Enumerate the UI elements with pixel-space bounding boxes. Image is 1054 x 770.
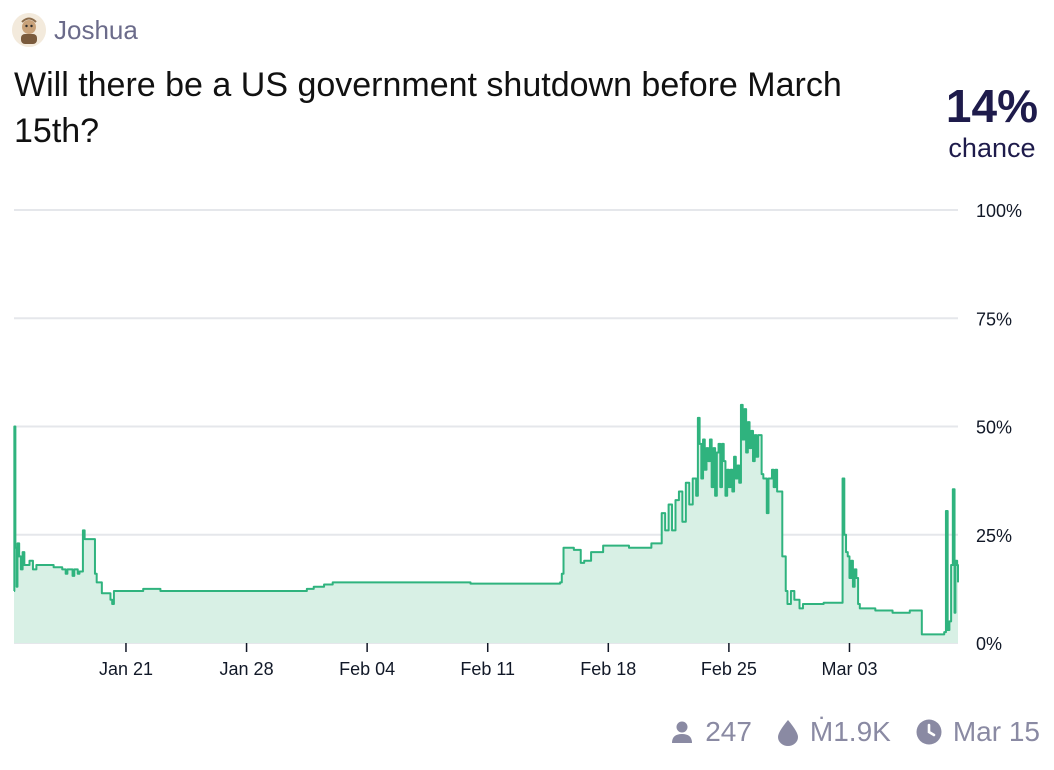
x-tick-label: Feb 18 (580, 659, 636, 679)
close-date-stat[interactable]: Mar 15 (915, 716, 1040, 748)
author[interactable]: Joshua (12, 10, 138, 50)
author-name[interactable]: Joshua (54, 14, 138, 45)
probability-area (14, 404, 958, 643)
x-tick-label: Feb 25 (701, 659, 757, 679)
x-tick-label: Feb 11 (460, 659, 515, 679)
close-date: Mar 15 (952, 716, 1040, 747)
x-tick-label: Mar 03 (821, 659, 877, 679)
y-tick-label: 75% (976, 309, 1012, 329)
probability-value: 14% (945, 80, 1038, 132)
clock-icon (916, 719, 942, 745)
x-tick-label: Jan 28 (220, 659, 274, 679)
traders-stat[interactable]: 247 (669, 716, 752, 748)
market-stats: 247 Ṁ1.9K Mar 15 (669, 716, 1040, 748)
droplet-icon (777, 720, 798, 746)
x-tick-label: Jan 21 (99, 659, 153, 679)
y-tick-label: 25% (976, 526, 1012, 546)
y-axis: 0% 25% 50% 75% 100% (976, 201, 1022, 654)
market-title[interactable]: Will there be a US government shutdown b… (14, 66, 842, 150)
x-axis: Jan 21 Jan 28 Feb 04 Feb 11 Feb 18 Feb 25 Mar … (99, 643, 877, 679)
volume-stat[interactable]: Ṁ1.9K (776, 716, 891, 748)
avatar[interactable] (12, 13, 46, 47)
y-tick-label: 0% (976, 634, 1002, 654)
probability: 14% chance (946, 80, 1038, 164)
volume-amount: Ṁ1.9K (809, 716, 891, 747)
user-icon (672, 721, 693, 743)
avatar-icon (12, 13, 46, 47)
grid-lines (14, 209, 958, 644)
probability-line (13, 403, 959, 636)
y-tick-label: 50% (976, 418, 1012, 438)
traders-count: 247 (705, 716, 752, 747)
probability-chart[interactable]: Jan 21 Jan 28 Feb 04 Feb 11 Feb 18 Feb 25 Mar … (0, 190, 1054, 690)
x-tick-label: Feb 04 (339, 659, 395, 679)
y-tick-label: 100% (976, 201, 1022, 221)
probability-label: chance (948, 133, 1036, 163)
